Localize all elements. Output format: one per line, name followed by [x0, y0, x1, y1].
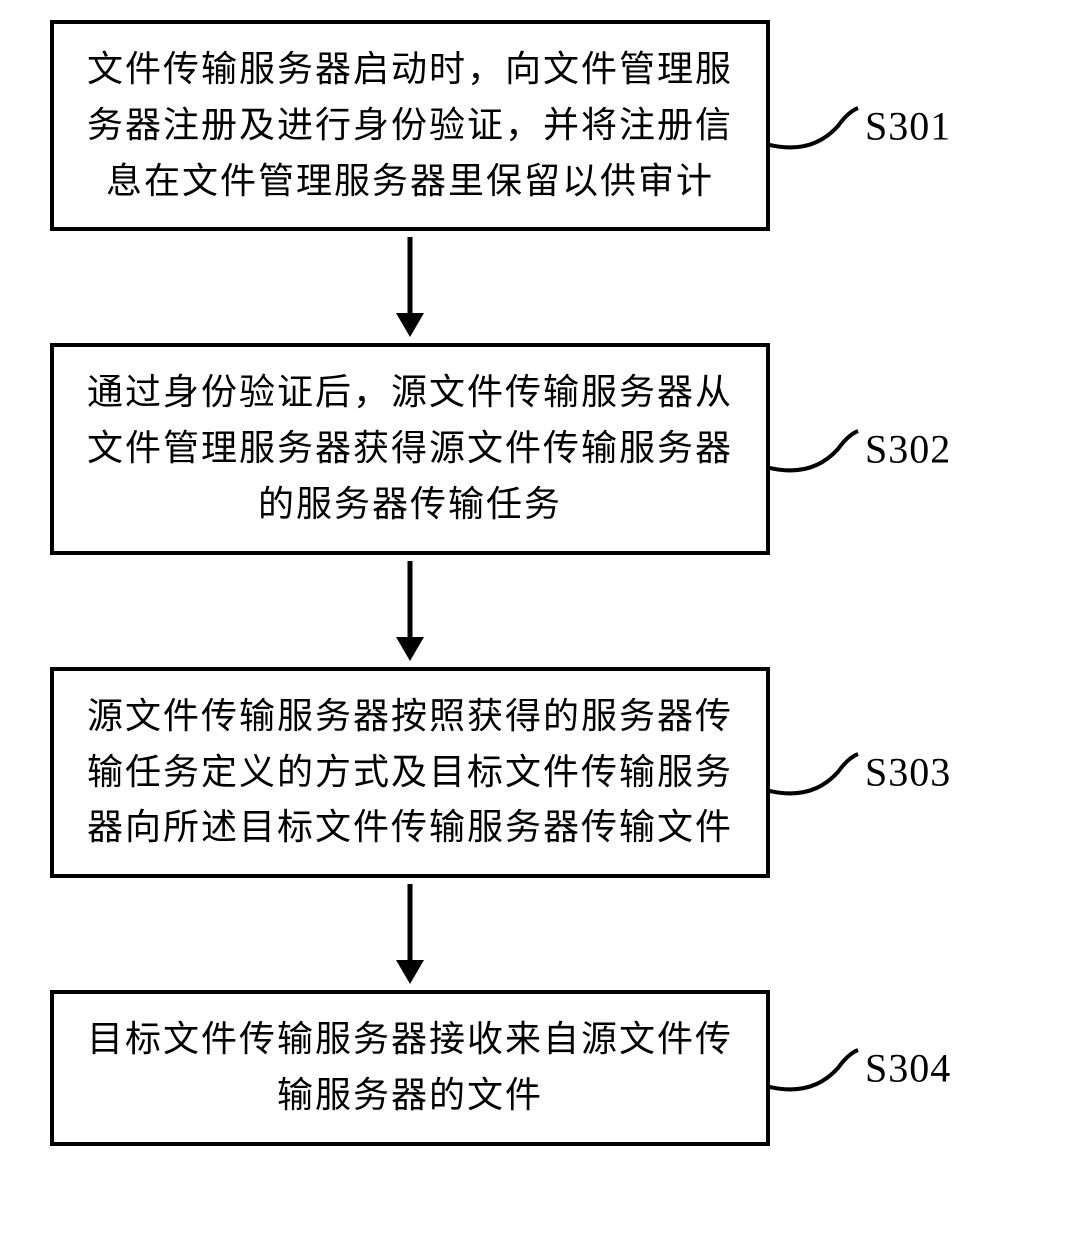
step-row-3: 源文件传输服务器按照获得的服务器传输任务定义的方式及目标文件传输服务器向所述目标… [50, 667, 1015, 878]
step-label-2: S302 [865, 426, 951, 473]
step-box-1: 文件传输服务器启动时，向文件管理服务器注册及进行身份验证，并将注册信息在文件管理… [50, 20, 770, 231]
step-label-4: S304 [865, 1044, 951, 1091]
arrow-3 [50, 878, 770, 990]
step-row-1: 文件传输服务器启动时，向文件管理服务器注册及进行身份验证，并将注册信息在文件管理… [50, 20, 1015, 231]
step-box-4: 目标文件传输服务器接收来自源文件传输服务器的文件 [50, 990, 770, 1146]
step-label-1: S301 [865, 102, 951, 149]
down-arrow-icon [390, 237, 430, 337]
down-arrow-icon [390, 884, 430, 984]
step-box-3: 源文件传输服务器按照获得的服务器传输任务定义的方式及目标文件传输服务器向所述目标… [50, 667, 770, 878]
arrow-2 [50, 555, 770, 667]
arrow-1 [50, 231, 770, 343]
curve-connector-icon [766, 417, 861, 481]
curve-connector-icon [766, 1036, 861, 1100]
flowchart-container: 文件传输服务器启动时，向文件管理服务器注册及进行身份验证，并将注册信息在文件管理… [50, 20, 1015, 1146]
step-row-4: 目标文件传输服务器接收来自源文件传输服务器的文件 S304 [50, 990, 1015, 1146]
curve-connector-icon [766, 94, 861, 158]
curve-connector-icon [766, 740, 861, 804]
step-label-3: S303 [865, 749, 951, 796]
step-box-2: 通过身份验证后，源文件传输服务器从文件管理服务器获得源文件传输服务器的服务器传输… [50, 343, 770, 554]
step-row-2: 通过身份验证后，源文件传输服务器从文件管理服务器获得源文件传输服务器的服务器传输… [50, 343, 1015, 554]
down-arrow-icon [390, 561, 430, 661]
